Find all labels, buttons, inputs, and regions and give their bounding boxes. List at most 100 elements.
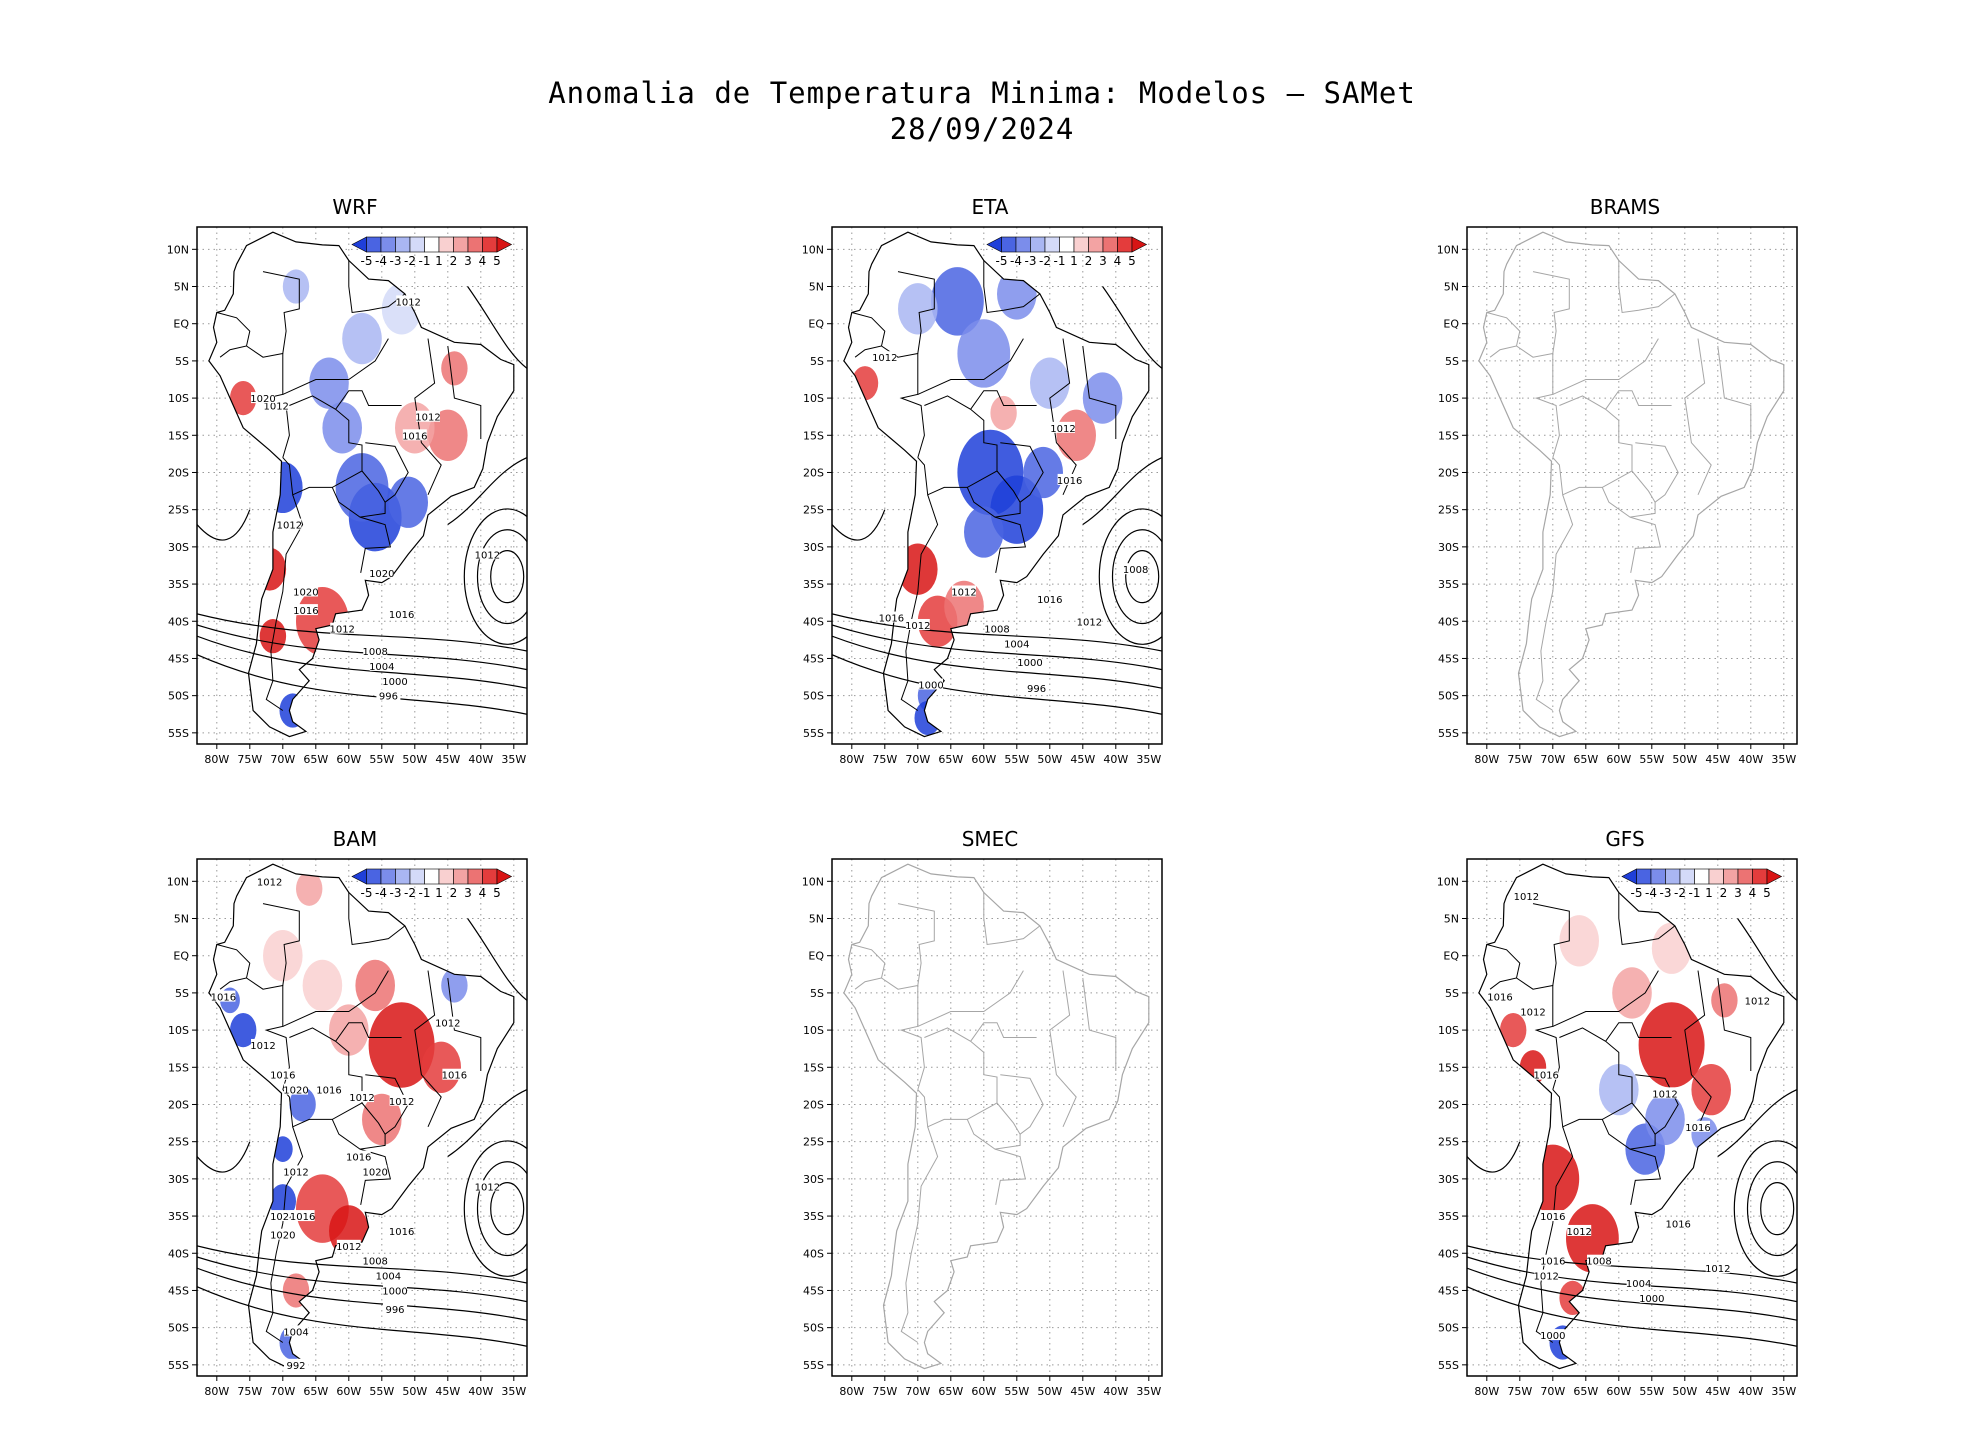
lon-tick-label: 75W: [1507, 1385, 1532, 1398]
panel-title: WRF: [332, 195, 378, 219]
isobar-label: 1012: [1514, 892, 1539, 903]
lat-tick-label: 30S: [168, 1173, 189, 1186]
lat-tick-label: 55S: [1438, 727, 1459, 740]
lat-tick-label: 10S: [803, 392, 824, 405]
lat-tick-label: 25S: [1438, 504, 1459, 517]
colorbar-label: 1: [435, 254, 443, 268]
colorbar-swatch: [438, 236, 454, 253]
anomaly-patch: [931, 267, 984, 336]
lon-tick-label: 70W: [270, 1385, 295, 1398]
colorbar-label: 4: [479, 886, 487, 900]
lon-tick-label: 70W: [905, 753, 930, 766]
lat-tick-label: 45S: [803, 652, 824, 665]
isobar-label-bg: [1705, 1262, 1730, 1274]
isobar-label: 1012: [349, 1093, 374, 1104]
isobar-label-bg: [1540, 1254, 1565, 1266]
panel-title: SMEC: [961, 827, 1019, 851]
lat-tick-label: 25S: [168, 1136, 189, 1149]
isobar-label: 1000: [382, 1286, 407, 1297]
colorbar: -5 -4 -3 -2 -1 1 2 3 4 5: [351, 868, 513, 900]
lon-tick-label: 75W: [237, 1385, 262, 1398]
lon-tick-label: 40W: [468, 1385, 493, 1398]
colorbar-swatch: [1766, 868, 1783, 885]
lon-tick-label: 40W: [1738, 1385, 1763, 1398]
isobar-label: 1004: [1004, 640, 1029, 651]
lat-tick-label: 25S: [803, 1136, 824, 1149]
colorbar-label: -4: [1010, 254, 1022, 268]
anomaly-patch: [1711, 983, 1738, 1018]
colorbar-label: 4: [1749, 886, 1757, 900]
isobar-label: 996: [1027, 684, 1046, 695]
colorbar-label: 1: [435, 886, 443, 900]
isobar-label: 1012: [475, 550, 500, 561]
lat-tick-label: EQ: [1443, 318, 1459, 331]
isobar-label-bg: [396, 295, 421, 307]
isobar-label-bg: [383, 674, 407, 686]
lon-tick-label: 55W: [1004, 1385, 1029, 1398]
plot-frame: [831, 226, 1163, 745]
colorbar-swatch: [1059, 236, 1075, 253]
lon-tick-label: 75W: [872, 1385, 897, 1398]
lat-tick-label: 40S: [1438, 1247, 1459, 1260]
lat-tick-label: 5N: [809, 281, 824, 294]
plot-frame: [196, 858, 528, 1377]
lat-tick-label: 50S: [1438, 1322, 1459, 1335]
anomaly-patch: [272, 1136, 293, 1162]
lat-tick-label: 45S: [168, 1284, 189, 1297]
anomaly-patch: [342, 312, 382, 365]
isobar-label-bg: [402, 429, 427, 441]
isobar-label: 1012: [257, 877, 282, 888]
isobar-label: 996: [379, 692, 398, 703]
isobar-label: 1016: [270, 1071, 295, 1082]
lon-tick-label: 60W: [336, 1385, 361, 1398]
figure-title-line1: Anomalia de Temperatura Minima: Modelos …: [548, 76, 1416, 110]
colorbar-label: -3: [1660, 886, 1672, 900]
isobar-label-bg: [284, 1325, 308, 1337]
axis-ticks: 10N 5N EQ 5S 10S 15S 20S 25S 30S 35S 40S 45S 50S 55S 8…: [167, 875, 527, 1398]
isobar-label: 1020: [293, 588, 318, 599]
lon-tick-label: 45W: [1070, 753, 1095, 766]
lon-tick-label: 50W: [402, 1385, 427, 1398]
axis-ticks: 10N 5N EQ 5S 10S 15S 20S 25S 30S 35S 40S 45S 50S 55S 8…: [802, 243, 1162, 766]
colorbar-swatch: [1073, 236, 1089, 253]
lat-tick-label: 40S: [803, 1247, 824, 1260]
colorbar-swatch: [1723, 868, 1739, 885]
lon-tick-label: 60W: [1606, 753, 1631, 766]
lat-tick-label: 10S: [1438, 1024, 1459, 1037]
panel-gfs: GFS 1016 1012 1016 1012 1008 1016 1012 1004 1000…: [1390, 827, 1860, 1447]
colorbar-swatch: [409, 236, 425, 253]
anomaly-patch: [1612, 967, 1652, 1019]
lat-tick-label: EQ: [808, 950, 824, 963]
isobar-label-bg: [389, 1094, 414, 1106]
colorbar-label: 5: [1128, 254, 1136, 268]
lat-tick-label: 45S: [168, 652, 189, 665]
lat-tick-label: 35S: [168, 1210, 189, 1223]
colorbar-swatch: [366, 868, 382, 885]
colorbar-label: -3: [1025, 254, 1037, 268]
isobar-label-bg: [293, 585, 318, 597]
lon-tick-label: 55W: [1639, 753, 1664, 766]
map-plot-brams: 10N 5N EQ 5S 10S 15S 20S 25S 30S 35S 40S 45S 50S 55S 8…: [1437, 226, 1798, 766]
isobar-label-bg: [389, 1224, 414, 1236]
colorbar-label: -4: [375, 254, 387, 268]
isobar-label: 1016: [389, 610, 414, 621]
isobar-label-bg: [1514, 890, 1539, 902]
isobar-label: 1012: [1520, 1007, 1545, 1018]
anomaly-patch: [368, 1002, 435, 1088]
anomaly-patch: [421, 1041, 462, 1093]
colorbar-swatch: [380, 868, 396, 885]
anomaly-patch: [997, 268, 1037, 320]
colorbar-swatch: [1694, 868, 1710, 885]
lat-tick-label: 15S: [168, 1061, 189, 1074]
colorbar-label: -4: [1645, 886, 1657, 900]
lat-tick-label: 40S: [168, 615, 189, 628]
anomaly-patch: [1500, 1012, 1527, 1048]
isobar-label-bg: [1123, 563, 1148, 575]
isobar-label-bg: [376, 1269, 401, 1281]
colorbar-swatch: [467, 868, 483, 885]
colorbar-swatch: [496, 236, 513, 253]
lon-tick-label: 35W: [1136, 753, 1161, 766]
colorbar-swatch: [1102, 236, 1118, 253]
lat-tick-label: 20S: [1438, 1098, 1459, 1111]
isobar-label-bg: [369, 659, 394, 671]
